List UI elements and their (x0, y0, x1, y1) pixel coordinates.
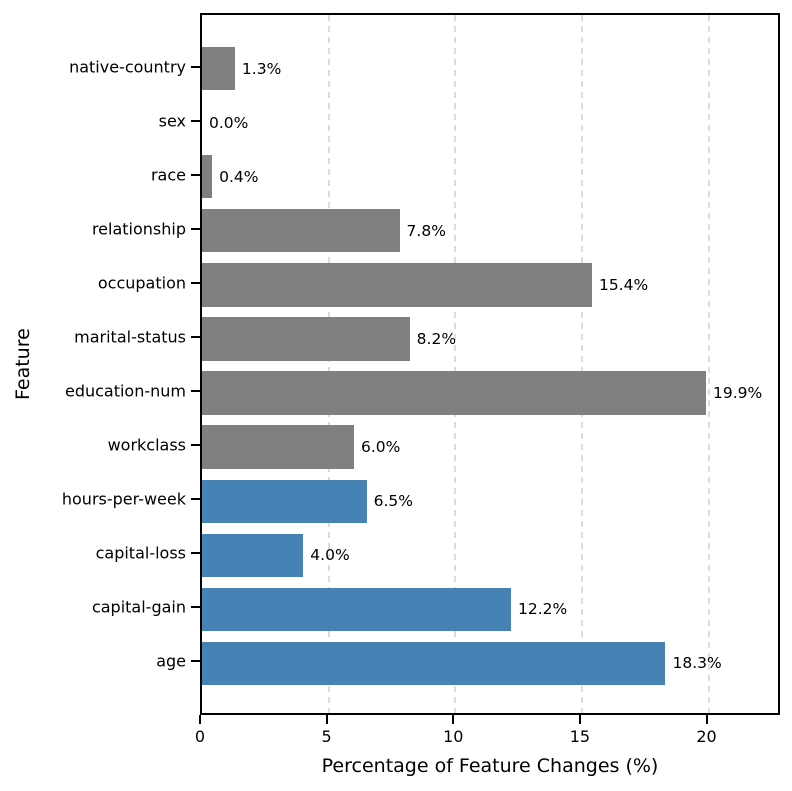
category-label-relationship: relationship (91, 219, 186, 239)
bar-age (202, 641, 666, 686)
category-label-capital-loss: capital-loss (95, 543, 186, 563)
category-label-education-num: education-num (64, 381, 186, 401)
x-tick-label-15: 15 (569, 727, 591, 746)
category-label-marital-status: marital-status (74, 327, 186, 347)
category-label-capital-gain: capital-gain (91, 597, 186, 617)
y-tick-mark-marital-status (191, 335, 200, 338)
x-tick-label-20: 20 (696, 727, 717, 746)
bar-value-label-relationship: 7.8% (406, 221, 446, 240)
category-label-workclass: workclass (107, 435, 186, 455)
x-axis-title: Percentage of Feature Changes (%) (321, 755, 659, 777)
plot-area: 1.3% 0.0% 0.4% 7.8% 15.4% 8.2% 19.9% 6.0% 6.5% 4.… (200, 13, 780, 715)
bar-value-label-native-country: 1.3% (241, 59, 282, 78)
bar-value-label-marital-status: 8.2% (416, 329, 457, 348)
bar-occupation (202, 263, 593, 307)
category-label-sex: sex (158, 111, 186, 131)
category-label-hours-per-week: hours-per-week (61, 489, 186, 509)
x-tick-label-0: 0 (194, 727, 206, 746)
bar-hours-per-week (202, 479, 367, 523)
x-tick-label-10: 10 (443, 727, 464, 746)
bar-value-label-education-num: 19.9% (713, 384, 763, 403)
bar-value-label-sex: 0.0% (209, 113, 249, 132)
gridline-x-15 (580, 15, 583, 713)
bar-value-label-capital-gain: 12.2% (517, 600, 568, 619)
bar-workclass (202, 425, 354, 469)
bar-education-num (202, 371, 707, 415)
x-tick-mark-15 (578, 715, 581, 724)
bar-value-label-capital-loss: 4.0% (310, 546, 350, 565)
bar-marital-status (202, 317, 410, 361)
bar-value-label-occupation: 15.4% (599, 275, 649, 294)
bar-value-label-race: 0.4% (219, 167, 259, 186)
y-tick-mark-capital-gain (191, 606, 200, 609)
y-tick-mark-native-country (191, 65, 200, 68)
category-label-race: race (150, 165, 186, 185)
bar-native-country (202, 46, 235, 91)
bar-capital-gain (202, 587, 511, 631)
y-tick-mark-education-num (191, 390, 200, 393)
y-tick-mark-capital-loss (191, 552, 200, 555)
category-label-native-country: native-country (69, 57, 186, 77)
bar-capital-loss (202, 533, 304, 577)
x-tick-mark-10 (452, 715, 455, 724)
bar-race (202, 155, 213, 199)
x-tick-mark-20 (705, 715, 708, 724)
bar-value-label-age: 18.3% (672, 654, 722, 673)
category-label-occupation: occupation (97, 273, 186, 293)
y-tick-mark-race (191, 173, 200, 176)
y-tick-mark-occupation (191, 281, 200, 284)
y-tick-mark-sex (191, 119, 200, 122)
y-tick-mark-age (191, 660, 200, 663)
gridline-x-5 (327, 15, 330, 713)
x-tick-mark-0 (199, 715, 201, 724)
x-tick-label-5: 5 (321, 727, 332, 746)
bar-value-label-hours-per-week: 6.5% (373, 492, 414, 511)
gridline-x-10 (454, 15, 457, 713)
bar-relationship (202, 209, 400, 253)
bar-value-label-workclass: 6.0% (360, 438, 401, 457)
gridline-x-20 (707, 15, 710, 713)
y-tick-mark-hours-per-week (191, 498, 200, 501)
x-tick-mark-5 (325, 715, 328, 724)
y-tick-mark-workclass (191, 444, 200, 447)
category-label-age: age (156, 651, 186, 671)
y-tick-mark-relationship (191, 227, 200, 230)
